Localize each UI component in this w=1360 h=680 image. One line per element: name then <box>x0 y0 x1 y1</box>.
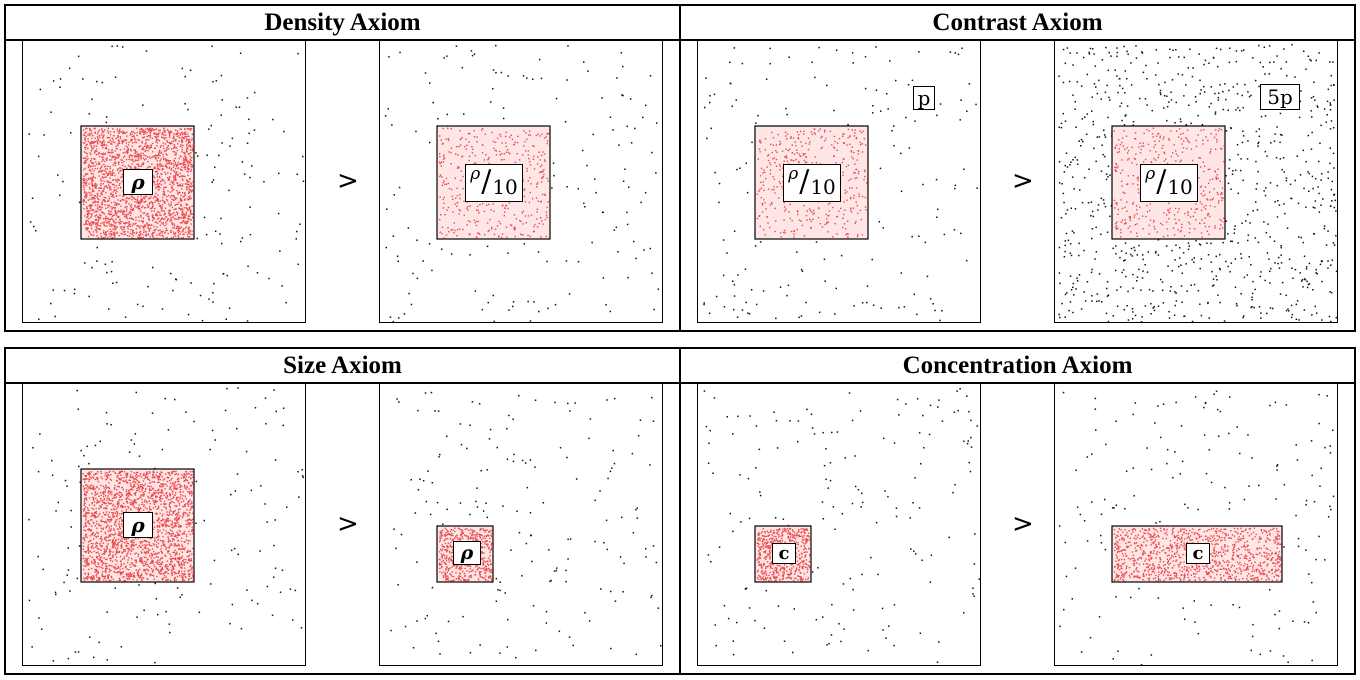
size-right-label: ρ <box>453 541 481 565</box>
size-comparison-sign: > <box>337 509 359 539</box>
contrast-right-label: ρ/10 <box>1140 164 1198 202</box>
concentration-left-panel: c <box>697 383 981 666</box>
size-axiom-title: Size Axiom <box>6 349 679 384</box>
concentration-right-scatter <box>1058 390 1335 666</box>
density-right-panel: ρ/10 <box>379 40 663 323</box>
contrast-left-label: ρ/10 <box>783 164 841 202</box>
size-left-label: ρ <box>123 512 153 538</box>
contrast-left-panel: ρ/10 p <box>697 40 981 323</box>
size-left-panel: ρ <box>22 383 306 666</box>
concentration-right-label: c <box>1186 543 1210 564</box>
density-left-label: ρ <box>123 169 153 195</box>
contrast-comparison-sign: > <box>1012 166 1034 196</box>
contrast-left-bg-label: p <box>913 86 935 110</box>
concentration-left-scatter <box>703 388 980 663</box>
concentration-axiom-cell: Concentration Axiom c > c <box>679 347 1356 675</box>
contrast-axiom-title: Contrast Axiom <box>681 6 1354 41</box>
density-comparison-sign: > <box>337 166 359 196</box>
contrast-axiom-cell: Contrast Axiom ρ/10 p > ρ/10 5p <box>679 4 1356 332</box>
concentration-axiom-title: Concentration Axiom <box>681 349 1354 384</box>
density-left-scatter <box>28 45 305 322</box>
density-right-label: ρ/10 <box>465 164 523 202</box>
size-right-scatter <box>390 391 662 659</box>
concentration-left-label: c <box>772 543 796 564</box>
concentration-right-panel: c <box>1054 383 1338 666</box>
density-left-panel: ρ <box>22 40 306 323</box>
density-axiom-cell: Density Axiom ρ > ρ/10 <box>4 4 681 332</box>
size-left-scatter <box>28 387 304 664</box>
density-axiom-title: Density Axiom <box>6 6 679 41</box>
size-axiom-cell: Size Axiom ρ > ρ <box>4 347 681 675</box>
concentration-comparison-sign: > <box>1012 509 1034 539</box>
contrast-right-panel: ρ/10 5p <box>1054 40 1338 323</box>
size-right-panel: ρ <box>379 383 663 666</box>
contrast-right-bg-label: 5p <box>1260 84 1300 110</box>
